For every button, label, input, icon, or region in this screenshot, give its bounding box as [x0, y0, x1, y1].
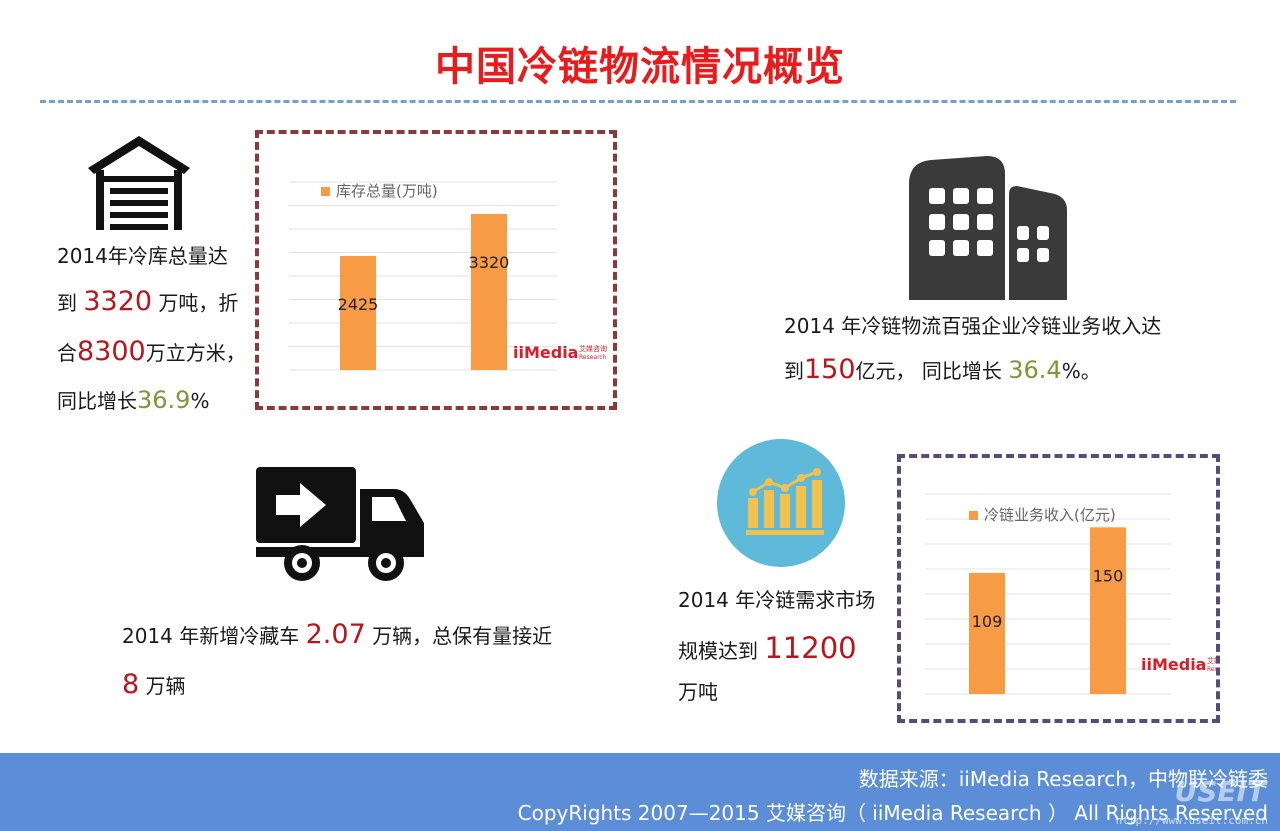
legend-label: 库存总量(万吨): [336, 182, 438, 200]
watermark-url: http://www.useit.com.cn: [1115, 814, 1268, 827]
enterprise-growth-value: 36.4: [1008, 356, 1062, 384]
data-label: 109: [972, 612, 1003, 631]
logo-brand: iiMedia: [1141, 655, 1206, 674]
enterprise-line-2: 到150亿元， 同比增长 36.4%。: [784, 354, 1101, 385]
legend-swatch: [321, 187, 330, 196]
legend-swatch: [969, 511, 978, 520]
truck-line-2: 8 万辆: [122, 669, 186, 700]
bar: [969, 572, 1005, 694]
storage-line-2: 到 3320 万吨，折: [57, 286, 239, 317]
storage-volume-value: 8300: [77, 336, 146, 367]
truck-icon: [256, 467, 424, 581]
bar: [340, 256, 376, 370]
storage-chart-box: 库存总量(万吨) 2425 3320 iiMedia 艾媒咨询 Research: [255, 130, 617, 410]
bar: [471, 213, 507, 370]
logo-brand: iiMedia: [513, 343, 578, 362]
truck-total-value: 8: [122, 669, 140, 700]
storage-total-value: 3320: [83, 286, 153, 317]
storage-line-3: 合8300万立方米，: [57, 336, 246, 367]
data-label: 2425: [338, 295, 379, 314]
bar-chart-circle-icon: [717, 439, 845, 567]
copyright-text: CopyRights 2007—2015 艾媒咨询（ iiMedia Resea…: [517, 801, 1268, 825]
bar: [1090, 527, 1126, 694]
footer-bar: USEIT 数据来源：iiMedia Research，中物联冷链委 CopyR…: [0, 753, 1280, 831]
truck-new-value: 2.07: [305, 619, 366, 650]
logo-cn: 艾媒咨询: [579, 344, 607, 353]
enterprise-revenue-value: 150: [804, 354, 856, 385]
warehouse-icon: [88, 136, 190, 230]
storage-line-4: 同比增长36.9%: [57, 386, 210, 414]
truck-line-1: 2014 年新增冷藏车 2.07 万辆，总保有量接近: [122, 619, 553, 650]
logo-en: Research: [1207, 666, 1216, 673]
market-size-value: 11200: [764, 631, 857, 665]
data-label: 3320: [469, 253, 510, 272]
legend-label: 冷链业务收入(亿元): [984, 506, 1116, 524]
storage-line-1: 2014年冷库总量达: [57, 244, 228, 268]
useit-watermark: USEIT: [1174, 775, 1266, 808]
logo-cn: 艾媒咨询: [1207, 656, 1216, 665]
page-title: 中国冷链物流情况概览: [435, 44, 845, 90]
logo-en: Research: [579, 354, 607, 361]
data-source-text: 数据来源：iiMedia Research，中物联冷链委: [858, 767, 1268, 791]
market-line-2: 规模达到 11200: [678, 631, 857, 665]
market-line-1: 2014 年冷链需求市场: [678, 588, 876, 612]
storage-growth-value: 36.9: [137, 386, 191, 414]
data-label: 150: [1093, 566, 1124, 585]
building-icon: [909, 156, 1067, 300]
title-divider: [40, 100, 1236, 103]
enterprise-line-1: 2014 年冷链物流百强企业冷链业务收入达: [784, 314, 1162, 338]
market-line-3: 万吨: [678, 680, 718, 704]
